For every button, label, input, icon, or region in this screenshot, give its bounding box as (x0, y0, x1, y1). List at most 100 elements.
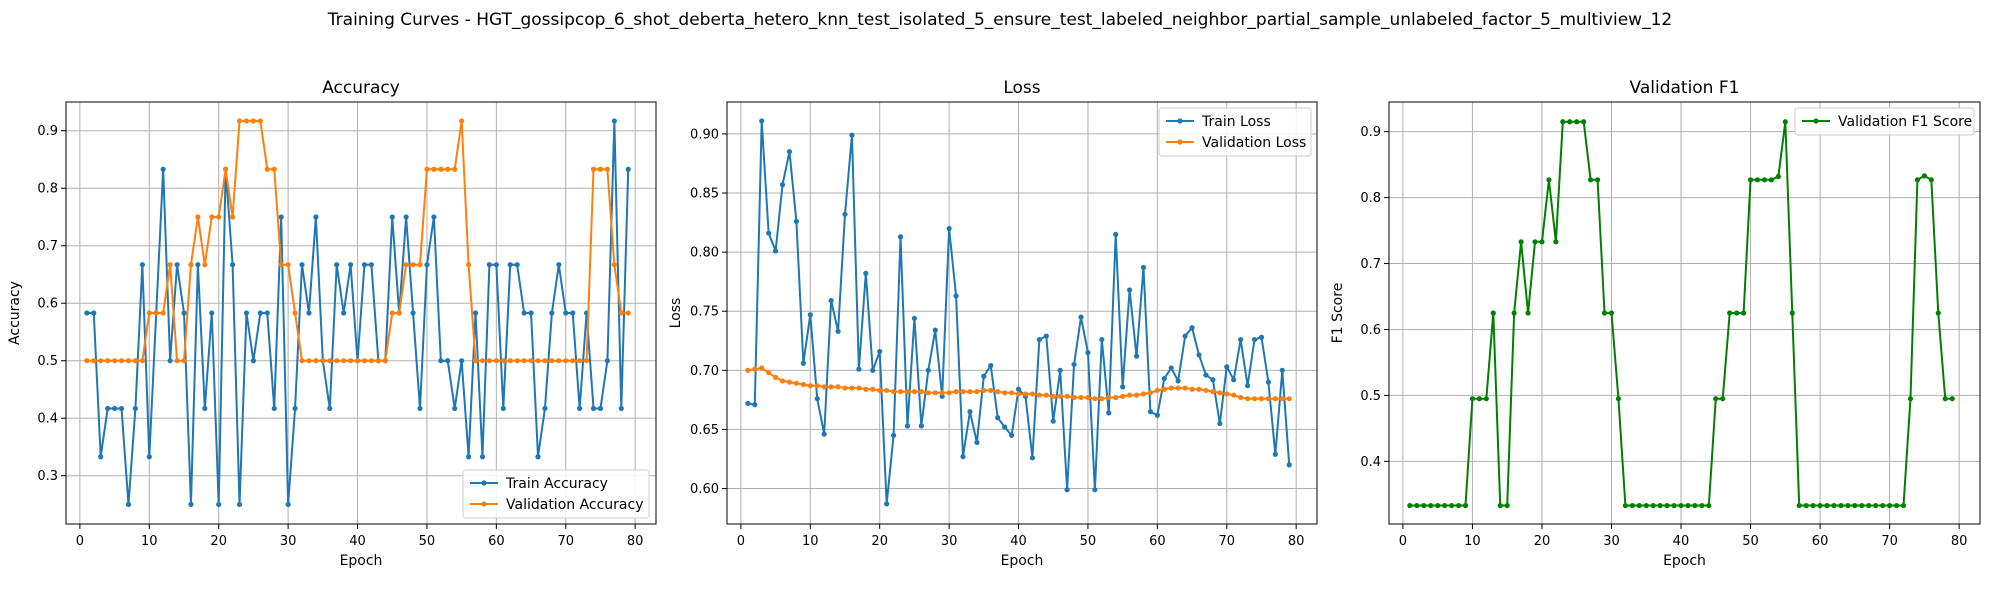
data-point (1407, 502, 1413, 509)
data-point (160, 310, 166, 316)
data-point (174, 262, 180, 268)
x-tick-label: 40 (1673, 534, 1690, 549)
data-point (327, 358, 333, 364)
data-point (243, 118, 250, 124)
data-point (167, 358, 173, 364)
data-point (1203, 372, 1209, 378)
x-tick-label: 10 (802, 534, 819, 549)
y-tick-label: 0.6 (1360, 323, 1381, 338)
data-point (925, 367, 931, 373)
data-point (1113, 394, 1119, 401)
data-point (842, 385, 848, 391)
data-point (570, 358, 576, 364)
legend: Train Loss Validation Loss (1158, 107, 1312, 157)
data-point (465, 454, 472, 460)
data-point (500, 358, 506, 364)
legend-marker (1177, 118, 1183, 124)
x-tick-label: 50 (1080, 534, 1097, 549)
x-tick-label: 60 (488, 534, 505, 549)
data-point (897, 389, 904, 395)
data-point (577, 405, 583, 412)
data-point (1567, 119, 1573, 125)
data-point (445, 358, 451, 364)
data-point (1286, 396, 1292, 402)
data-point (1015, 391, 1022, 397)
data-point (417, 262, 423, 268)
data-point (514, 262, 520, 268)
data-point (800, 381, 806, 388)
data-point (132, 358, 139, 364)
data-point (424, 166, 430, 172)
data-point (111, 358, 118, 364)
data-point (424, 262, 430, 268)
data-point (209, 310, 215, 316)
data-point (1113, 231, 1119, 237)
data-point (793, 380, 800, 386)
data-point (1078, 394, 1084, 401)
data-point (1734, 310, 1740, 316)
legend-marker (481, 480, 487, 486)
data-point (1175, 385, 1181, 391)
data-point (542, 358, 548, 364)
data-point (195, 214, 201, 220)
data-point (1168, 385, 1174, 391)
data-point (960, 454, 966, 460)
data-point (341, 358, 347, 364)
data-point (361, 358, 368, 364)
data-point (1845, 502, 1851, 509)
data-point (382, 358, 388, 364)
data-point (257, 118, 263, 124)
data-point (1810, 502, 1816, 509)
data-point (459, 118, 465, 124)
data-point (772, 374, 779, 381)
y-tick-label: 0.60 (690, 482, 719, 497)
data-point (1497, 502, 1503, 509)
data-point (1071, 361, 1077, 368)
data-point (452, 166, 458, 172)
data-point (1442, 502, 1448, 509)
data-point (939, 390, 945, 396)
data-point (472, 358, 479, 364)
data-point (167, 262, 173, 268)
data-point (1258, 396, 1265, 402)
data-point (981, 373, 987, 379)
data-point (946, 225, 952, 232)
data-point (904, 423, 911, 429)
data-point (1161, 376, 1167, 382)
x-tick-label: 20 (210, 534, 227, 549)
data-point (1099, 336, 1105, 343)
data-point (1043, 333, 1049, 339)
data-point (1678, 502, 1684, 509)
data-point (493, 358, 499, 364)
x-tick-label: 10 (1464, 534, 1481, 549)
x-axis-label: Epoch (1663, 553, 1706, 569)
data-point (821, 384, 827, 390)
data-point (611, 118, 617, 124)
data-point (229, 262, 236, 268)
data-point (1907, 396, 1914, 402)
y-tick-label: 0.3 (37, 469, 58, 484)
data-point (1022, 391, 1029, 397)
data-point (292, 310, 298, 316)
data-point (549, 310, 555, 316)
data-point (486, 358, 493, 364)
data-point (597, 405, 604, 412)
x-tick-label: 40 (349, 534, 366, 549)
data-point (216, 501, 222, 508)
x-tick-label: 30 (280, 534, 297, 549)
data-point (821, 431, 827, 437)
data-point (1265, 396, 1272, 402)
data-point (1671, 502, 1677, 509)
legend-box (1158, 107, 1312, 157)
x-tick-label: 80 (1951, 534, 1968, 549)
data-point (1251, 336, 1258, 343)
data-point (250, 358, 257, 364)
data-point (98, 358, 104, 364)
data-point (1147, 390, 1154, 396)
data-point (229, 214, 236, 220)
series-1 (1407, 119, 1955, 509)
data-point (1581, 119, 1587, 125)
data-point (1859, 502, 1865, 509)
data-point (160, 166, 166, 172)
series-2 (84, 118, 631, 364)
